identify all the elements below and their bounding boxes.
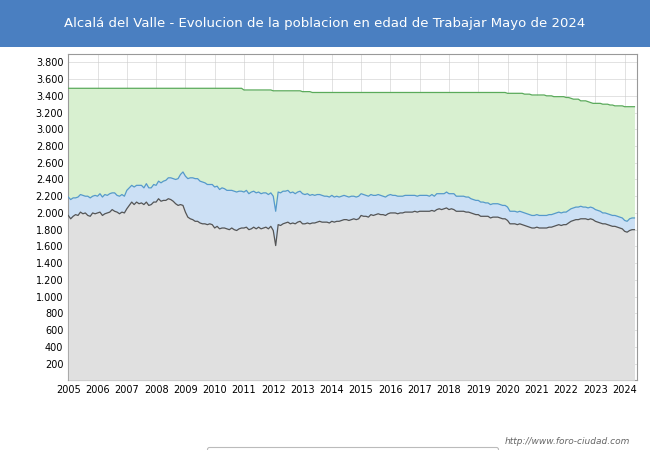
Text: Alcalá del Valle - Evolucion de la poblacion en edad de Trabajar Mayo de 2024: Alcalá del Valle - Evolucion de la pobla…: [64, 17, 586, 30]
Text: http://www.foro-ciudad.com: http://www.foro-ciudad.com: [505, 436, 630, 446]
Legend: Ocupados, Parados, Hab. entre 16-64: Ocupados, Parados, Hab. entre 16-64: [207, 447, 498, 450]
